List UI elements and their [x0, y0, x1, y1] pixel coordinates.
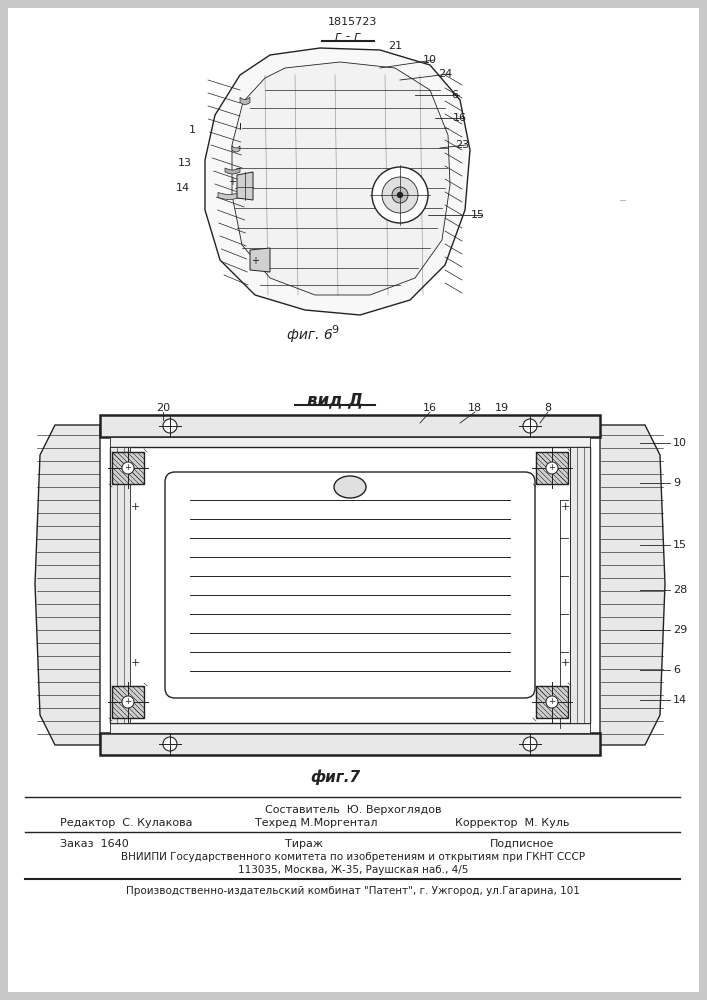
Text: 18: 18	[468, 403, 482, 413]
Text: 16: 16	[453, 113, 467, 123]
Text: Подписное: Подписное	[490, 839, 554, 849]
Text: 113035, Москва, Ж-35, Раушская наб., 4/5: 113035, Москва, Ж-35, Раушская наб., 4/5	[238, 865, 468, 875]
Text: 8: 8	[544, 403, 551, 413]
Bar	[100, 733, 600, 755]
Circle shape	[392, 187, 408, 203]
Text: 10: 10	[673, 438, 687, 448]
Bar	[536, 452, 568, 484]
Circle shape	[523, 419, 537, 433]
Text: 9: 9	[673, 478, 680, 488]
Bar	[536, 686, 568, 718]
Text: 14: 14	[176, 183, 190, 193]
Text: 10: 10	[423, 55, 437, 65]
Bar	[110, 437, 590, 447]
Polygon shape	[232, 146, 240, 152]
Text: Составитель  Ю. Верхоглядов: Составитель Ю. Верхоглядов	[264, 805, 441, 815]
Circle shape	[546, 696, 558, 708]
Text: 23: 23	[455, 140, 469, 150]
Circle shape	[372, 167, 428, 223]
Text: Тираж: Тираж	[285, 839, 323, 849]
Text: 6: 6	[452, 90, 459, 100]
Circle shape	[546, 462, 558, 474]
Polygon shape	[232, 62, 450, 295]
Bar	[110, 447, 590, 723]
Text: 9: 9	[332, 325, 339, 335]
Bar	[110, 723, 590, 733]
Polygon shape	[225, 168, 240, 174]
Text: +: +	[251, 256, 259, 266]
Polygon shape	[205, 48, 470, 315]
Text: 16: 16	[423, 403, 437, 413]
Ellipse shape	[334, 476, 366, 498]
Text: +: +	[130, 502, 140, 512]
FancyBboxPatch shape	[165, 472, 535, 698]
Text: вид Д: вид Д	[307, 391, 363, 409]
Text: 1: 1	[189, 125, 196, 135]
Circle shape	[163, 737, 177, 751]
Polygon shape	[600, 425, 665, 745]
Text: ВНИИПИ Государственного комитета по изобретениям и открытиям при ГКНТ СССР: ВНИИПИ Государственного комитета по изоб…	[121, 852, 585, 862]
Circle shape	[382, 177, 418, 213]
Text: 1815723: 1815723	[328, 17, 378, 27]
Text: Редактор  С. Кулакова: Редактор С. Кулакова	[60, 818, 192, 828]
Bar	[570, 447, 590, 723]
Circle shape	[523, 737, 537, 751]
Bar	[100, 415, 600, 437]
Circle shape	[397, 192, 403, 198]
Polygon shape	[35, 425, 100, 745]
Text: 19: 19	[495, 403, 509, 413]
Text: 15: 15	[471, 210, 485, 220]
Circle shape	[163, 419, 177, 433]
Text: +: +	[549, 464, 556, 473]
Circle shape	[122, 696, 134, 708]
Text: +: +	[124, 464, 132, 473]
Text: Техред М.Моргентал: Техред М.Моргентал	[255, 818, 378, 828]
Text: 15: 15	[673, 540, 687, 550]
Text: 21: 21	[388, 41, 402, 51]
Text: г - г: г - г	[335, 29, 361, 42]
Text: 14: 14	[673, 695, 687, 705]
Text: 6: 6	[673, 665, 680, 675]
Text: Заказ  1640: Заказ 1640	[60, 839, 129, 849]
Text: Производственно-издательский комбинат "Патент", г. Ужгород, ул.Гагарина, 101: Производственно-издательский комбинат "П…	[126, 886, 580, 896]
Text: +: +	[124, 698, 132, 706]
Text: 28: 28	[673, 585, 687, 595]
Bar	[112, 686, 144, 718]
Polygon shape	[250, 248, 270, 272]
Text: +: +	[561, 502, 570, 512]
Text: 24: 24	[438, 69, 452, 79]
Text: 13: 13	[178, 158, 192, 168]
Text: Корректор  М. Куль: Корректор М. Куль	[455, 818, 569, 828]
Circle shape	[122, 462, 134, 474]
Bar	[110, 447, 130, 723]
Text: +: +	[228, 177, 236, 187]
Polygon shape	[218, 192, 240, 199]
Text: +: +	[130, 658, 140, 668]
Polygon shape	[240, 98, 250, 104]
Text: 29: 29	[673, 625, 687, 635]
Text: +: +	[549, 698, 556, 706]
Text: +: +	[561, 658, 570, 668]
Text: фиг. 6: фиг. 6	[287, 328, 333, 342]
Polygon shape	[237, 172, 253, 200]
Text: фиг.7: фиг.7	[310, 769, 360, 785]
Bar	[112, 452, 144, 484]
Text: 20: 20	[156, 403, 170, 413]
